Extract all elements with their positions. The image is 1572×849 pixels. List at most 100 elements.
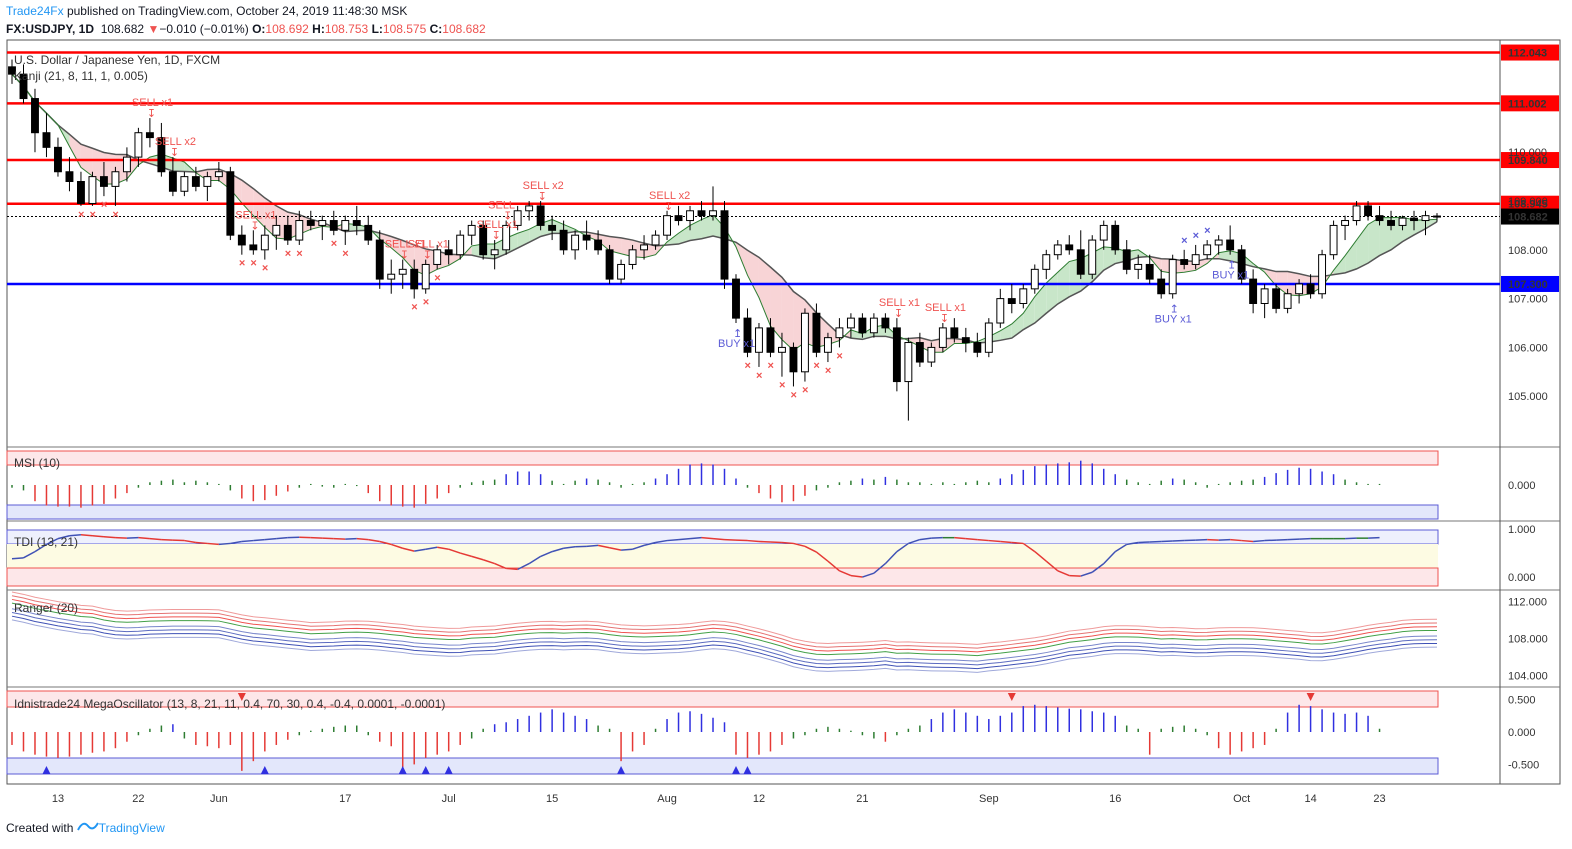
down-arrow-icon: ▼ — [147, 22, 160, 36]
author-link[interactable]: Trade24Fx — [6, 4, 64, 18]
kanji-cloud-segment — [253, 188, 265, 228]
kanji-cloud-segment — [781, 277, 794, 351]
candle-body — [1398, 217, 1407, 226]
candle-body — [1007, 298, 1016, 304]
tdi-line-segment — [862, 572, 875, 578]
tdi-line-segment — [425, 546, 438, 550]
buy-triangle-icon — [617, 766, 626, 774]
candle-body — [1295, 283, 1304, 295]
sell-marker-icon: × — [802, 385, 808, 397]
tdi-line-segment — [632, 544, 645, 550]
kanji-cloud-segment — [701, 214, 714, 239]
kanji-cloud-segment — [1368, 217, 1380, 264]
candle-body — [1111, 224, 1120, 251]
sell-marker-icon: × — [744, 360, 750, 372]
candle-body — [352, 220, 361, 226]
kanji-indicator-label: Kanji (21, 8, 11, 1, 0.005) — [14, 69, 148, 83]
ranger-axis-tick: 108.000 — [1508, 634, 1548, 646]
publish-info: published on TradingView.com, October 24… — [66, 4, 408, 18]
tdi-line-segment — [390, 543, 403, 549]
candle-body — [249, 244, 258, 251]
candle-body — [720, 210, 729, 280]
tdi-line-segment — [1126, 541, 1139, 546]
buy-marker-icon: × — [1204, 225, 1210, 237]
level-price-label: 109.840 — [1508, 155, 1548, 167]
sell-marker-icon: × — [78, 209, 84, 221]
kanji-cloud-segment — [1333, 255, 1346, 275]
tradingview-brand[interactable]: TradingView — [98, 821, 165, 835]
buy-triangle-icon — [421, 766, 430, 774]
sell-signal-label: SELL x2 — [155, 136, 196, 148]
tdi-line-segment — [919, 537, 932, 541]
tdi-line-segment — [712, 537, 725, 541]
tdi-line-segment — [884, 551, 898, 565]
tdi-line-segment — [827, 560, 840, 572]
time-axis-tick: Sep — [979, 793, 999, 805]
time-axis-tick: Aug — [657, 793, 677, 805]
tdi-upper-band — [6, 529, 1439, 545]
kanji-cloud-segment — [1356, 224, 1369, 269]
candle-body — [456, 234, 465, 256]
tdi-line-segment — [230, 540, 242, 545]
candle-body — [651, 234, 660, 246]
kanji-cloud-segment — [241, 180, 254, 216]
footer: Created with TradingView — [6, 820, 165, 835]
candle-body — [1053, 244, 1062, 256]
candle-body — [915, 342, 924, 363]
candle-body — [111, 171, 120, 187]
time-axis-tick: 15 — [546, 793, 558, 805]
candle-body — [203, 176, 212, 187]
tdi-line-segment — [103, 535, 116, 539]
candle-body — [1375, 215, 1384, 222]
candle-body — [709, 210, 717, 217]
candle-body — [1272, 288, 1281, 309]
sell-signal-label: SELL x1 — [925, 302, 966, 314]
price-change: −0.010 (−0.01%) — [159, 22, 249, 36]
kanji-cloud-segment — [758, 257, 771, 326]
sell-triangle-icon — [1007, 693, 1016, 701]
buy-marker-icon: × — [1181, 235, 1187, 247]
candle-body — [548, 224, 557, 231]
tdi-line-segment — [459, 552, 472, 558]
tdi-line-segment — [609, 547, 622, 551]
tdi-line-segment — [1000, 540, 1012, 544]
candle-body — [1088, 239, 1097, 275]
sell-marker-icon: × — [434, 272, 440, 284]
sell-marker-icon: × — [756, 370, 762, 382]
tdi-line-segment — [701, 536, 714, 540]
tdi-line-segment — [482, 559, 495, 565]
kanji-cloud-segment — [678, 225, 691, 245]
low-label: L: — [371, 22, 383, 36]
tdi-line-segment — [586, 544, 599, 548]
candle-body — [1168, 259, 1177, 295]
candle-body — [157, 137, 166, 173]
sell-marker-icon: × — [285, 248, 291, 260]
kanji-cloud-segment — [598, 234, 610, 251]
sell-arrow-icon: ↧ — [503, 211, 512, 223]
candle-body — [77, 181, 85, 204]
open-value: 108.692 — [265, 22, 309, 36]
candle-body — [214, 171, 223, 178]
candle-body — [1065, 244, 1074, 251]
candle-body — [582, 234, 591, 241]
kanji-cloud-segment — [1011, 313, 1024, 339]
price-axis-tick: 106.000 — [1508, 342, 1548, 354]
tdi-line-segment — [437, 546, 449, 550]
kanji-cloud-segment — [92, 148, 104, 184]
candle-body — [410, 268, 419, 290]
sell-marker-icon: × — [342, 248, 348, 260]
candle-body — [421, 263, 430, 290]
candle-body — [663, 215, 671, 236]
sell-signal-label: SELL x1 — [385, 239, 426, 251]
ohlc-line: FX:USDJPY, 1D 108.682 ▼−0.010 (−0.01%) O… — [6, 20, 486, 38]
sell-arrow-icon: ↧ — [170, 147, 179, 159]
price-axis-tick: 109.000 — [1508, 196, 1548, 208]
candle-body — [479, 224, 488, 256]
candle-body — [789, 346, 798, 373]
level-price-label: 107.300 — [1508, 279, 1548, 291]
buy-signal-label: BUY x1 — [1212, 270, 1249, 282]
chart-frame — [6, 39, 1561, 785]
buy-arrow-icon: ↥ — [733, 328, 742, 340]
kanji-cloud-segment — [667, 233, 679, 245]
